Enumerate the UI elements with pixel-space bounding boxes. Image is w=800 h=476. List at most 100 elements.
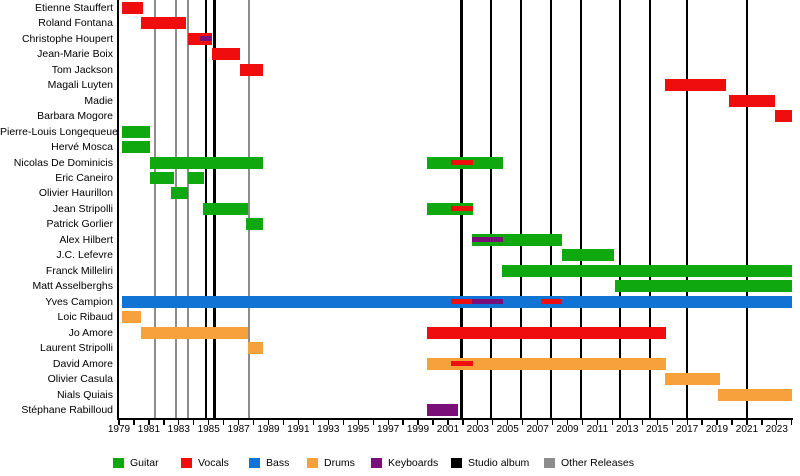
x-axis-label: 1985 — [197, 423, 220, 435]
studio-album-line — [745, 0, 749, 419]
x-axis-tick — [432, 420, 434, 425]
x-axis-tick — [731, 420, 733, 425]
timeline-bar-guitar — [150, 171, 175, 184]
timeline-bar-drums — [247, 342, 263, 355]
x-axis-tick — [761, 420, 763, 425]
x-axis-tick — [342, 420, 344, 425]
x-axis-tick — [357, 420, 359, 425]
legend-swatch-bass — [249, 457, 260, 468]
x-axis-tick — [447, 420, 449, 425]
x-axis-label: 1983 — [167, 423, 190, 435]
timeline-bar-guitar — [426, 202, 474, 215]
timeline-bar-vocals — [728, 94, 776, 107]
x-axis-tick — [537, 420, 539, 425]
legend-label-album: Studio album — [468, 457, 530, 469]
x-axis-tick — [716, 420, 718, 425]
studio-album-line — [490, 0, 493, 419]
member-label: Jean-Marie Boix — [37, 48, 113, 61]
member-label: Barbara Mogore — [37, 110, 113, 123]
x-axis-tick — [611, 420, 614, 425]
x-axis-tick — [148, 420, 150, 425]
timeline-bar-guitar — [171, 187, 188, 200]
legend-swatch-guitar — [113, 457, 124, 468]
member-label: Magali Luyten — [47, 79, 113, 92]
legend-swatch-keyboards — [371, 457, 382, 468]
overlay-stripe-keyboards — [471, 237, 504, 243]
legend-label-keyboards: Keyboards — [388, 457, 439, 469]
member-label: Olivier Haurillon — [38, 187, 113, 200]
x-axis-tick — [297, 420, 300, 425]
legend-swatch-album — [451, 457, 462, 468]
studio-album-line — [618, 0, 622, 419]
x-axis-tick — [492, 420, 494, 425]
member-label: Olivier Casula — [47, 373, 113, 386]
x-axis-tick — [641, 420, 643, 425]
timeline-bar-vocals — [240, 63, 263, 76]
member-label: Christophe Houpert — [21, 32, 113, 45]
member-label: Laurent Stripolli — [40, 342, 113, 355]
x-axis-line — [117, 418, 793, 420]
timeline-bar-guitar — [561, 249, 614, 262]
x-axis-tick — [417, 420, 419, 425]
x-axis-label: 1999 — [406, 423, 430, 435]
legend-label-other: Other Releases — [561, 457, 634, 469]
member-label: Matt Asselberghs — [32, 280, 113, 293]
x-axis-tick — [522, 420, 524, 425]
x-axis-tick — [312, 420, 315, 425]
member-label: J.C. Lefevre — [56, 249, 113, 262]
y-axis-line — [117, 0, 120, 419]
member-label: Roland Fontana — [38, 17, 113, 30]
x-axis-tick — [267, 420, 270, 425]
timeline-bar-drums — [141, 326, 248, 339]
x-axis-tick — [462, 420, 464, 425]
x-axis-label: 2023 — [765, 423, 788, 435]
x-axis-label: 1981 — [137, 423, 161, 435]
member-label: Eric Caneiro — [55, 171, 113, 184]
overlay-stripe-vocals — [450, 361, 474, 367]
x-axis-label: 2013 — [616, 423, 639, 435]
x-axis-tick — [163, 420, 165, 425]
overlay-stripe-vocals — [450, 206, 474, 212]
x-axis-tick — [596, 420, 599, 425]
x-axis-label: 2007 — [526, 423, 549, 435]
x-axis-label: 2009 — [556, 423, 579, 435]
member-label: Jo Amore — [68, 326, 113, 339]
legend-swatch-vocals — [181, 457, 192, 468]
x-axis-tick — [118, 420, 120, 425]
x-axis-label: 2011 — [586, 423, 609, 435]
x-axis-label: 2005 — [496, 423, 519, 435]
x-axis-label: 1995 — [347, 423, 370, 435]
x-axis-tick — [178, 420, 180, 425]
timeline-bar-guitar — [202, 202, 248, 215]
timeline-bar-drums — [718, 388, 792, 401]
legend-swatch-other — [544, 457, 555, 468]
member-label: Yves Campion — [45, 295, 113, 308]
timeline-bar-guitar — [471, 233, 562, 246]
timeline-bar-vocals — [141, 17, 187, 30]
x-axis-tick — [507, 420, 509, 425]
x-axis-label: 2017 — [675, 423, 699, 435]
x-axis-tick — [626, 420, 628, 425]
x-axis-tick — [776, 420, 778, 425]
legend-label-vocals: Vocals — [198, 457, 229, 469]
x-axis-tick — [701, 420, 703, 425]
timeline-bar-guitar — [121, 125, 151, 138]
x-axis-tick — [252, 420, 255, 425]
member-label: Tom Jackson — [51, 63, 113, 76]
x-axis-tick — [282, 420, 285, 425]
x-axis-tick — [656, 420, 658, 425]
x-axis-label: 1991 — [287, 423, 310, 435]
x-axis-tick — [791, 420, 793, 425]
timeline-bar-vocals — [664, 79, 726, 92]
member-label: Jean Stripolli — [52, 202, 113, 215]
x-axis-tick — [372, 420, 374, 425]
other-release-line — [247, 0, 251, 419]
timeline-bar-vocals — [426, 326, 667, 339]
timeline-bar-guitar — [615, 280, 792, 293]
studio-album-line — [648, 0, 651, 419]
x-axis-tick — [193, 420, 195, 425]
other-release-line — [153, 0, 157, 419]
overlay-stripe-vocals — [450, 299, 472, 305]
overlay-stripe-keyboards — [471, 299, 504, 305]
studio-album-line — [519, 0, 523, 419]
